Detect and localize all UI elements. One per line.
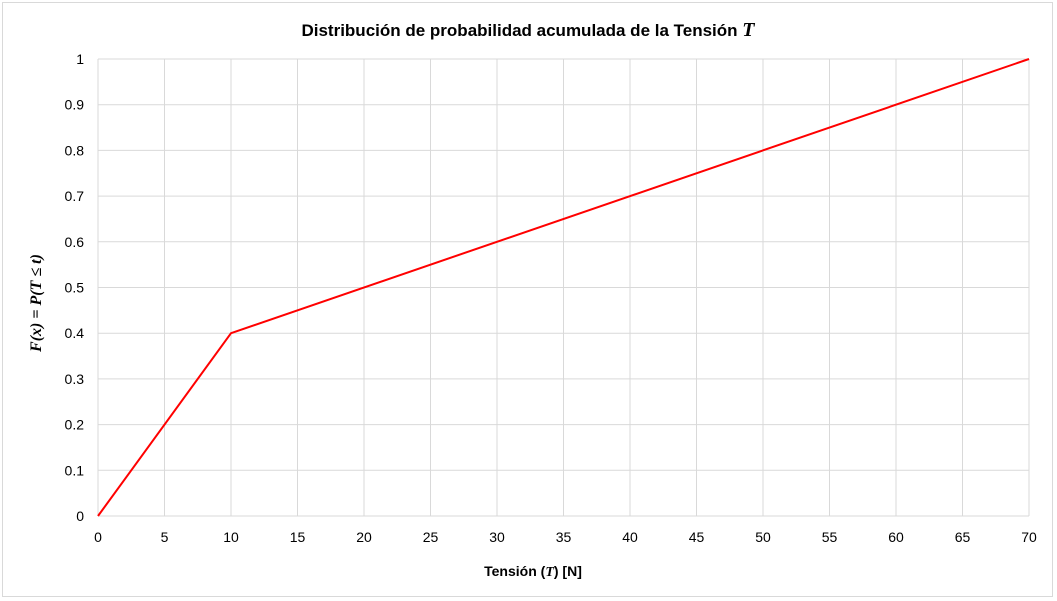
chart-title: Distribución de probabilidad acumulada d… [301, 19, 755, 41]
y-tick-label: 0.7 [65, 188, 85, 204]
y-tick-label: 0.9 [65, 97, 85, 113]
y-tick-label: 0 [76, 508, 84, 524]
grid-lines [97, 58, 1030, 517]
y-tick-label: 0.6 [65, 234, 85, 250]
y-tick-label: 0.5 [65, 280, 85, 296]
x-tick-label: 20 [356, 529, 372, 545]
x-tick-label: 10 [223, 529, 239, 545]
y-tick-labels: 0 0.1 0.2 0.3 0.4 0.5 0.6 0.7 0.8 0.9 1 [65, 51, 85, 524]
x-tick-label: 15 [290, 529, 306, 545]
y-tick-label: 0.4 [65, 325, 85, 341]
x-axis-label-variable: T [545, 565, 555, 580]
x-tick-label: 30 [489, 529, 505, 545]
x-tick-label: 25 [423, 529, 439, 545]
x-tick-label: 50 [755, 529, 771, 545]
x-tick-label: 5 [161, 529, 169, 545]
x-tick-label: 45 [689, 529, 705, 545]
x-tick-label: 65 [955, 529, 971, 545]
x-axis-label-unit: ) [N] [554, 563, 582, 579]
x-tick-labels: 0 5 10 15 20 25 30 35 40 45 50 55 60 65 70 [94, 529, 1037, 545]
x-tick-label: 35 [556, 529, 572, 545]
x-tick-label: 55 [822, 529, 838, 545]
x-tick-label: 40 [622, 529, 638, 545]
chart-title-text: Distribución de probabilidad acumulada d… [301, 21, 737, 40]
y-tick-label: 0.8 [65, 142, 85, 158]
x-axis-label-text: Tensión ( [484, 563, 546, 579]
y-tick-label: 0.3 [65, 371, 85, 387]
y-tick-label: 0.2 [65, 417, 85, 433]
y-axis-label: F(x) = P(T ≤ t) [28, 254, 45, 353]
series-line [97, 58, 1030, 517]
x-tick-label: 0 [94, 529, 102, 545]
chart-title-variable: T [742, 19, 755, 41]
plot-area [97, 58, 1030, 517]
x-tick-label: 60 [888, 529, 904, 545]
x-tick-label: 70 [1021, 529, 1037, 545]
x-axis-label: Tensión (T) [N] [484, 563, 582, 580]
y-tick-label: 1 [76, 51, 84, 67]
y-tick-label: 0.1 [65, 462, 85, 478]
